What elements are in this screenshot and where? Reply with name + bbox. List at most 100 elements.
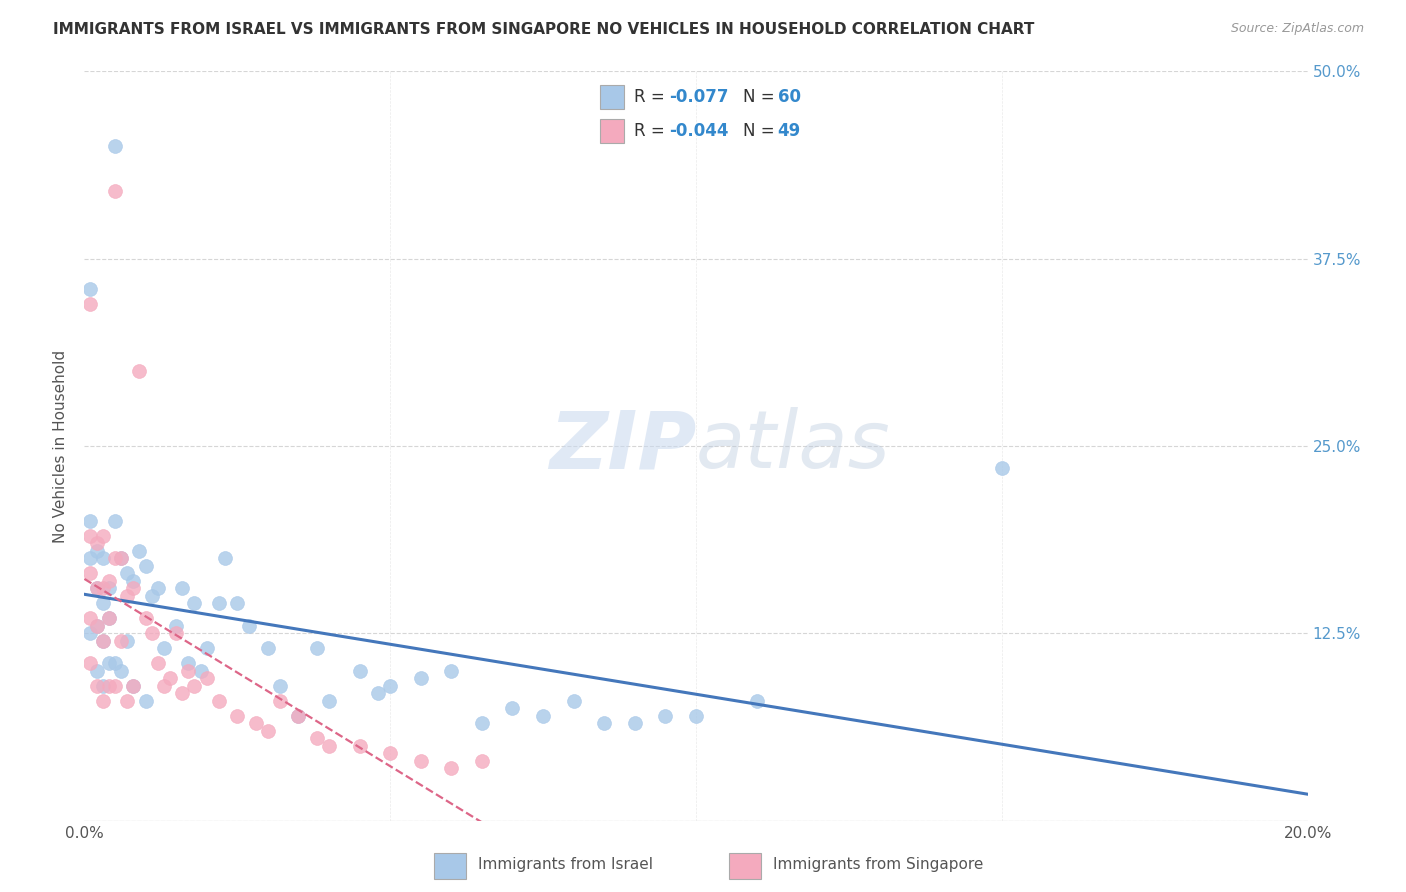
- Point: [97, 582, 120, 596]
- Text: Immigrants from Singapore: Immigrants from Singapore: [773, 857, 984, 872]
- Text: atlas: atlas: [696, 407, 891, 485]
- Point: [349, 664, 371, 678]
- Point: [91, 679, 114, 693]
- Point: [115, 694, 138, 708]
- Point: [269, 679, 291, 693]
- Point: [991, 461, 1014, 475]
- Point: [104, 657, 127, 671]
- Point: [380, 746, 402, 760]
- Point: [172, 686, 194, 700]
- Point: [269, 694, 291, 708]
- Point: [146, 582, 169, 596]
- Point: [135, 611, 157, 625]
- Point: [115, 633, 138, 648]
- Point: [367, 686, 389, 700]
- FancyBboxPatch shape: [433, 853, 467, 879]
- Point: [91, 633, 114, 648]
- Text: Source: ZipAtlas.com: Source: ZipAtlas.com: [1230, 22, 1364, 36]
- Point: [593, 716, 616, 731]
- Point: [86, 582, 108, 596]
- Point: [79, 514, 101, 528]
- Point: [562, 694, 585, 708]
- Point: [159, 671, 181, 685]
- Point: [97, 611, 120, 625]
- Point: [214, 551, 236, 566]
- Point: [122, 679, 145, 693]
- Point: [79, 529, 101, 543]
- Point: [183, 596, 205, 610]
- Point: [110, 551, 132, 566]
- Point: [195, 671, 218, 685]
- Point: [122, 679, 145, 693]
- Point: [409, 754, 432, 768]
- Point: [97, 657, 120, 671]
- Point: [104, 679, 127, 693]
- Point: [257, 641, 280, 656]
- Point: [91, 694, 114, 708]
- Point: [115, 566, 138, 581]
- Point: [135, 694, 157, 708]
- Point: [380, 679, 402, 693]
- Point: [97, 679, 120, 693]
- Point: [305, 641, 328, 656]
- Point: [208, 694, 231, 708]
- Point: [153, 679, 176, 693]
- Point: [79, 566, 101, 581]
- Point: [165, 626, 187, 640]
- Point: [238, 619, 260, 633]
- Point: [91, 582, 114, 596]
- Point: [172, 582, 194, 596]
- Point: [86, 619, 108, 633]
- Text: Immigrants from Israel: Immigrants from Israel: [478, 857, 652, 872]
- Point: [654, 708, 676, 723]
- Point: [208, 596, 231, 610]
- Point: [141, 626, 163, 640]
- FancyBboxPatch shape: [728, 853, 762, 879]
- Point: [128, 364, 150, 378]
- Point: [91, 633, 114, 648]
- Point: [177, 657, 200, 671]
- Point: [409, 671, 432, 685]
- Point: [226, 596, 249, 610]
- Point: [141, 589, 163, 603]
- Point: [440, 664, 463, 678]
- Point: [104, 551, 127, 566]
- Point: [79, 626, 101, 640]
- Point: [165, 619, 187, 633]
- Point: [110, 633, 132, 648]
- Point: [531, 708, 554, 723]
- Point: [624, 716, 647, 731]
- Point: [257, 723, 280, 738]
- Point: [685, 708, 707, 723]
- Point: [318, 694, 340, 708]
- Point: [747, 694, 769, 708]
- Point: [79, 657, 101, 671]
- Point: [110, 551, 132, 566]
- Point: [86, 679, 108, 693]
- Point: [86, 544, 108, 558]
- Point: [471, 716, 494, 731]
- Point: [86, 619, 108, 633]
- Point: [128, 544, 150, 558]
- Point: [91, 551, 114, 566]
- Point: [349, 739, 371, 753]
- Point: [195, 641, 218, 656]
- Point: [86, 664, 108, 678]
- Point: [153, 641, 176, 656]
- Point: [79, 296, 101, 310]
- Point: [318, 739, 340, 753]
- Point: [115, 589, 138, 603]
- Y-axis label: No Vehicles in Household: No Vehicles in Household: [53, 350, 69, 542]
- Point: [97, 574, 120, 588]
- Point: [122, 574, 145, 588]
- Point: [79, 282, 101, 296]
- Point: [287, 708, 309, 723]
- Point: [440, 761, 463, 775]
- Point: [190, 664, 212, 678]
- Point: [471, 754, 494, 768]
- Point: [104, 184, 127, 198]
- Point: [183, 679, 205, 693]
- Text: IMMIGRANTS FROM ISRAEL VS IMMIGRANTS FROM SINGAPORE NO VEHICLES IN HOUSEHOLD COR: IMMIGRANTS FROM ISRAEL VS IMMIGRANTS FRO…: [53, 22, 1035, 37]
- Point: [104, 139, 127, 153]
- Point: [287, 708, 309, 723]
